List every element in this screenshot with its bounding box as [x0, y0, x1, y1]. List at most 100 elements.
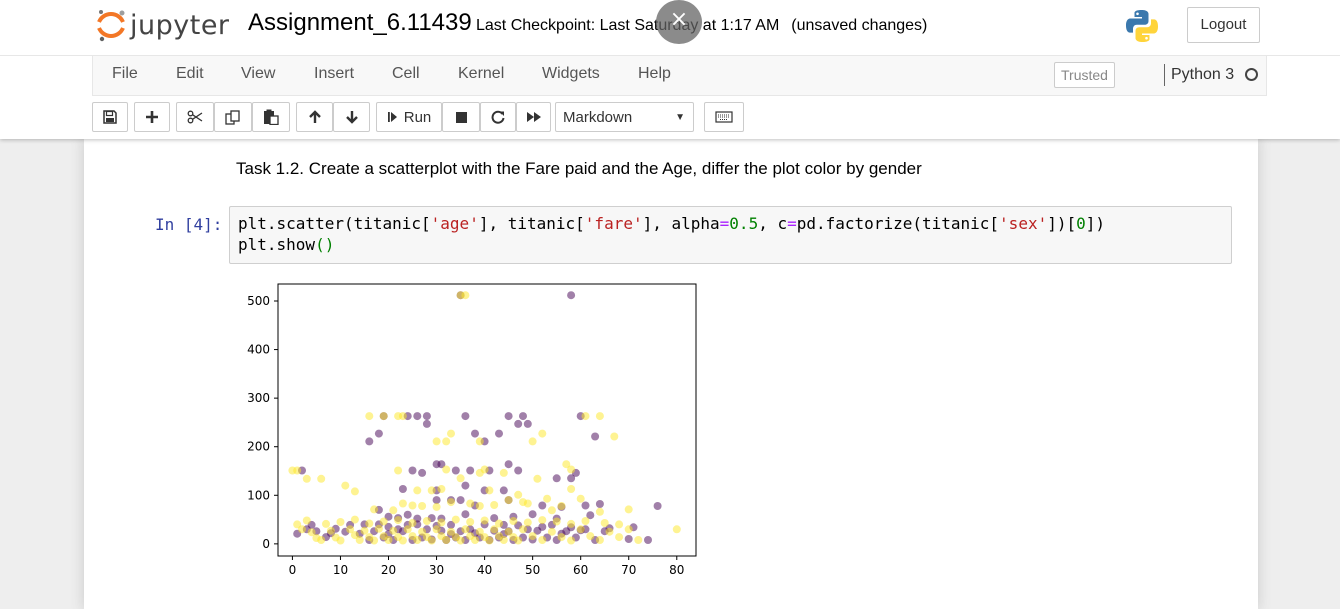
cut-button[interactable] [176, 102, 214, 132]
scatter-plot: 0 10 20 30 40 50 60 70 80 0 100 200 300 400 500 [247, 283, 697, 577]
scatter-point [475, 527, 484, 536]
code-line-2: plt.show() [238, 235, 335, 254]
jupyter-logo[interactable]: jupyter [96, 8, 230, 42]
copy-icon [225, 109, 240, 125]
x-tick-label: 30 [429, 563, 444, 577]
scatter-point [504, 460, 513, 469]
cell-type-select[interactable]: Markdown ▼ [555, 102, 694, 132]
scatter-point [442, 536, 451, 544]
scatter-point [456, 496, 465, 505]
code-line-1: plt.scatter(titanic['age'], titanic['far… [238, 214, 1106, 233]
scatter-point [504, 496, 513, 505]
save-button[interactable] [92, 102, 128, 132]
scatter-point [514, 490, 523, 499]
scatter-point [422, 412, 431, 421]
scatter-point [360, 526, 369, 535]
menubar: File Edit View Insert Cell Kernel Widget… [92, 56, 1267, 96]
scatter-point [547, 506, 556, 515]
checkpoint-status: Last Checkpoint: Last Saturday at 1:17 A… [476, 17, 927, 35]
jupyter-logo-text: jupyter [130, 9, 230, 41]
scatter-point [413, 412, 422, 421]
scatter-point [538, 522, 547, 531]
scatter-point [600, 519, 609, 527]
menu-edit[interactable]: Edit [176, 65, 204, 82]
x-tick-label: 50 [525, 563, 540, 577]
scatter-point [336, 536, 345, 545]
scatter-point [595, 412, 604, 421]
scatter-point [398, 536, 407, 545]
move-down-button[interactable] [333, 102, 370, 132]
scatter-point [514, 536, 523, 545]
close-icon[interactable]: × [656, 0, 702, 44]
scatter-point [422, 419, 431, 428]
scatter-point [466, 499, 475, 508]
interrupt-button[interactable] [442, 102, 480, 132]
y-tick-label: 100 [247, 488, 270, 502]
copy-button[interactable] [214, 102, 252, 132]
scatter-point [523, 419, 532, 428]
scatter-point [418, 502, 427, 510]
header: jupyter Assignment_6.11439 Last Checkpoi… [0, 0, 1340, 139]
scatter-point [557, 533, 566, 542]
scatter-point [350, 487, 359, 496]
trusted-indicator[interactable]: Trusted [1054, 62, 1115, 88]
insert-cell-button[interactable] [134, 102, 170, 132]
menu-widgets[interactable]: Widgets [542, 65, 600, 82]
stop-icon [455, 111, 467, 123]
scatter-point [384, 536, 393, 544]
markdown-cell[interactable]: Task 1.2. Create a scatterplot with the … [236, 159, 922, 178]
scatter-point [528, 437, 537, 446]
scatter-point [538, 429, 547, 438]
scatter-point [644, 536, 652, 544]
code-cell[interactable]: plt.scatter(titanic['age'], titanic['far… [229, 206, 1232, 264]
run-label: Run [403, 108, 432, 126]
logout-button[interactable]: Logout [1187, 7, 1260, 43]
move-up-button[interactable] [296, 102, 333, 132]
scatter-point [514, 466, 523, 475]
scatter-point [374, 524, 383, 533]
scatter-point [475, 502, 484, 510]
scatter-point [567, 519, 576, 528]
paste-button[interactable] [252, 102, 290, 132]
command-palette-button[interactable] [704, 102, 744, 132]
scatter-point [591, 432, 600, 441]
menu-insert[interactable]: Insert [314, 65, 355, 82]
scatter-point [466, 466, 475, 475]
y-tick-label: 300 [247, 391, 270, 405]
x-tick-label: 20 [381, 563, 396, 577]
scatter-point [447, 527, 455, 536]
scatter-point [567, 465, 576, 474]
header-divider [0, 55, 1340, 56]
jupyter-logo-icon [97, 10, 125, 42]
scatter-point [538, 516, 547, 525]
scatter-point [509, 517, 518, 525]
scatter-point [557, 502, 566, 510]
scatter-point [595, 536, 604, 544]
restart-run-all-button[interactable] [516, 102, 551, 132]
scatter-point [302, 516, 311, 525]
scatter-point [514, 419, 523, 428]
menu-view[interactable]: View [241, 65, 276, 82]
scatter-point [581, 517, 590, 525]
restart-icon [491, 110, 505, 124]
notebook-name[interactable]: Assignment_6.11439 [248, 9, 472, 36]
run-button[interactable]: Run [376, 102, 442, 132]
scatter-point [302, 474, 311, 483]
menu-kernel[interactable]: Kernel [458, 65, 505, 82]
scatter-point [350, 531, 359, 540]
scatter-point [293, 520, 302, 529]
kernel-name: Python 3 [1171, 66, 1235, 83]
autosave-status: (unsaved changes) [791, 17, 928, 34]
restart-button[interactable] [480, 102, 516, 132]
menu-file[interactable]: File [112, 65, 138, 82]
scatter-point [447, 498, 455, 507]
menu-help[interactable]: Help [638, 65, 671, 82]
menu-cell[interactable]: Cell [392, 65, 420, 82]
scatter-point [456, 291, 465, 300]
y-tick-label: 0 [262, 537, 270, 551]
scatter-point [442, 465, 451, 474]
scatter-point [374, 429, 383, 438]
scatter-point [365, 519, 374, 528]
scatter-point [586, 511, 595, 520]
x-tick-label: 40 [477, 563, 492, 577]
